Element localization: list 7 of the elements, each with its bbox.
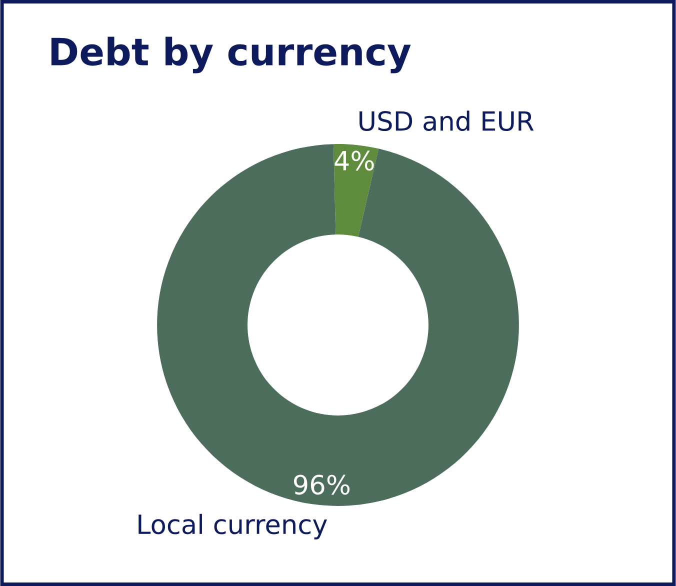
donut-slice: [333, 144, 379, 237]
data-label: 4%: [334, 150, 374, 171]
slice-label: Local currency: [138, 514, 328, 540]
data-label: 96%: [294, 474, 350, 495]
slice-label: USD and EUR: [360, 110, 534, 132]
chart-title: Debt by currency: [51, 36, 411, 74]
donut-slice: [157, 144, 519, 506]
